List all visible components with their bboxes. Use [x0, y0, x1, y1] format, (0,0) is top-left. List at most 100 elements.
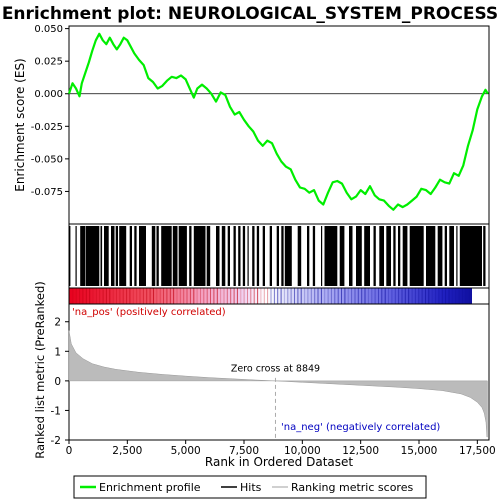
hit-mark: [173, 226, 178, 286]
colorbar-stripe: [338, 288, 339, 304]
colorbar-stripe: [304, 288, 305, 304]
colorbar-stripe: [462, 288, 463, 304]
hit-mark: [228, 226, 230, 286]
hit-mark: [116, 226, 118, 286]
colorbar-stripe: [257, 288, 258, 304]
colorbar-stripe: [281, 288, 282, 304]
hit-mark: [222, 226, 226, 286]
colorbar-stripe: [378, 288, 379, 304]
colorbar-stripe: [355, 288, 356, 304]
hit-mark: [307, 226, 309, 286]
colorbar-stripe: [193, 288, 194, 304]
es-y-tick-label: 0.025: [34, 57, 63, 68]
colorbar-stripe: [277, 288, 278, 304]
x-tick-label: 17,500: [459, 445, 496, 457]
hit-mark: [189, 226, 191, 286]
hits-panel: [69, 224, 489, 288]
legend-metric-label: Ranking metric scores: [291, 481, 413, 494]
colorbar-stripe: [391, 288, 392, 304]
colorbar-stripe: [328, 288, 329, 304]
colorbar-stripe: [291, 288, 292, 304]
colorbar-stripe: [358, 288, 359, 304]
colorbar-stripe: [365, 288, 366, 304]
es-panel: 0.050 0.025 0.000 -0.025 -0.050 -0.075 Enrich…: [13, 24, 489, 224]
colorbar-stripe: [385, 288, 386, 304]
colorbar-stripe: [113, 288, 114, 304]
colorbar-stripe: [348, 288, 349, 304]
colorbar-stripe: [237, 288, 238, 304]
hit-mark: [101, 226, 103, 286]
colorbar-stripe: [146, 288, 147, 304]
hit-mark: [410, 226, 424, 286]
colorbar-stripe: [177, 288, 178, 304]
es-y-tick-label: -0.050: [31, 154, 63, 165]
colorbar-stripe: [307, 288, 308, 304]
colorbar-stripe: [207, 288, 208, 304]
colorbar-stripe: [150, 288, 151, 304]
hit-mark: [194, 226, 206, 286]
hit-mark: [111, 226, 115, 286]
colorbar-stripe: [395, 288, 396, 304]
colorbar-stripe: [234, 288, 235, 304]
hit-mark: [374, 226, 376, 286]
colorbar-stripe: [297, 288, 298, 304]
colorbar-stripe: [459, 288, 460, 304]
hit-mark: [325, 226, 338, 286]
colorbar-stripe: [344, 288, 345, 304]
hit-mark: [216, 226, 220, 286]
hit-mark: [298, 226, 302, 286]
legend-enrichment-label: Enrichment profile: [99, 481, 201, 494]
colorbar-stripe: [72, 288, 73, 304]
colorbar-stripe: [79, 288, 80, 304]
colorbar-stripe: [140, 288, 141, 304]
hit-mark: [403, 226, 408, 286]
hit-mark: [483, 226, 485, 286]
es-y-tick-label: 0.050: [34, 24, 63, 35]
legend-hits-label: Hits: [240, 481, 262, 494]
es-y-axis-label: Enrichment score (ES): [13, 58, 27, 191]
colorbar-stripe: [143, 288, 144, 304]
hit-mark: [243, 226, 245, 286]
hit-mark: [379, 226, 384, 286]
hit-mark: [70, 226, 71, 286]
colorbar-stripe: [187, 288, 188, 304]
colorbar-stripe: [96, 288, 97, 304]
hit-mark: [321, 226, 322, 286]
colorbar-stripe: [405, 288, 406, 304]
colorbar-stripe: [418, 288, 419, 304]
colorbar-stripe: [254, 288, 255, 304]
colorbar-stripe: [351, 288, 352, 304]
colorbar-stripe: [311, 288, 312, 304]
colorbar-stripe: [220, 288, 221, 304]
colorbar-stripe: [126, 288, 127, 304]
colorbar-stripe: [371, 288, 372, 304]
hit-mark: [207, 226, 211, 286]
colorbar-stripe: [133, 288, 134, 304]
colorbar-stripe: [469, 288, 470, 304]
colorbar-stripe: [109, 288, 110, 304]
colorbar-stripe: [331, 288, 332, 304]
colorbar-stripe: [445, 288, 446, 304]
colorbar-stripe: [86, 288, 87, 304]
hit-mark: [76, 226, 77, 286]
colorbar-stripe: [267, 288, 268, 304]
hit-mark: [104, 226, 109, 286]
hit-mark: [248, 226, 249, 286]
es-y-tick-label: -0.025: [31, 122, 63, 133]
x-tick-label: 0: [66, 445, 73, 457]
colorbar-stripe: [210, 288, 211, 304]
colorbar-stripe: [160, 288, 161, 304]
colorbar-stripe: [449, 288, 450, 304]
colorbar-stripe: [106, 288, 107, 304]
colorbar-stripe: [93, 288, 94, 304]
metric-y-tick-label: 1: [54, 346, 61, 358]
ranking-colorbar: [69, 288, 489, 304]
colorbar-stripe: [271, 288, 272, 304]
hit-mark: [386, 226, 391, 286]
es-y-tick-label: -0.075: [31, 187, 63, 198]
hit-mark: [139, 226, 146, 286]
colorbar-stripe: [388, 288, 389, 304]
colorbar-stripe: [153, 288, 154, 304]
